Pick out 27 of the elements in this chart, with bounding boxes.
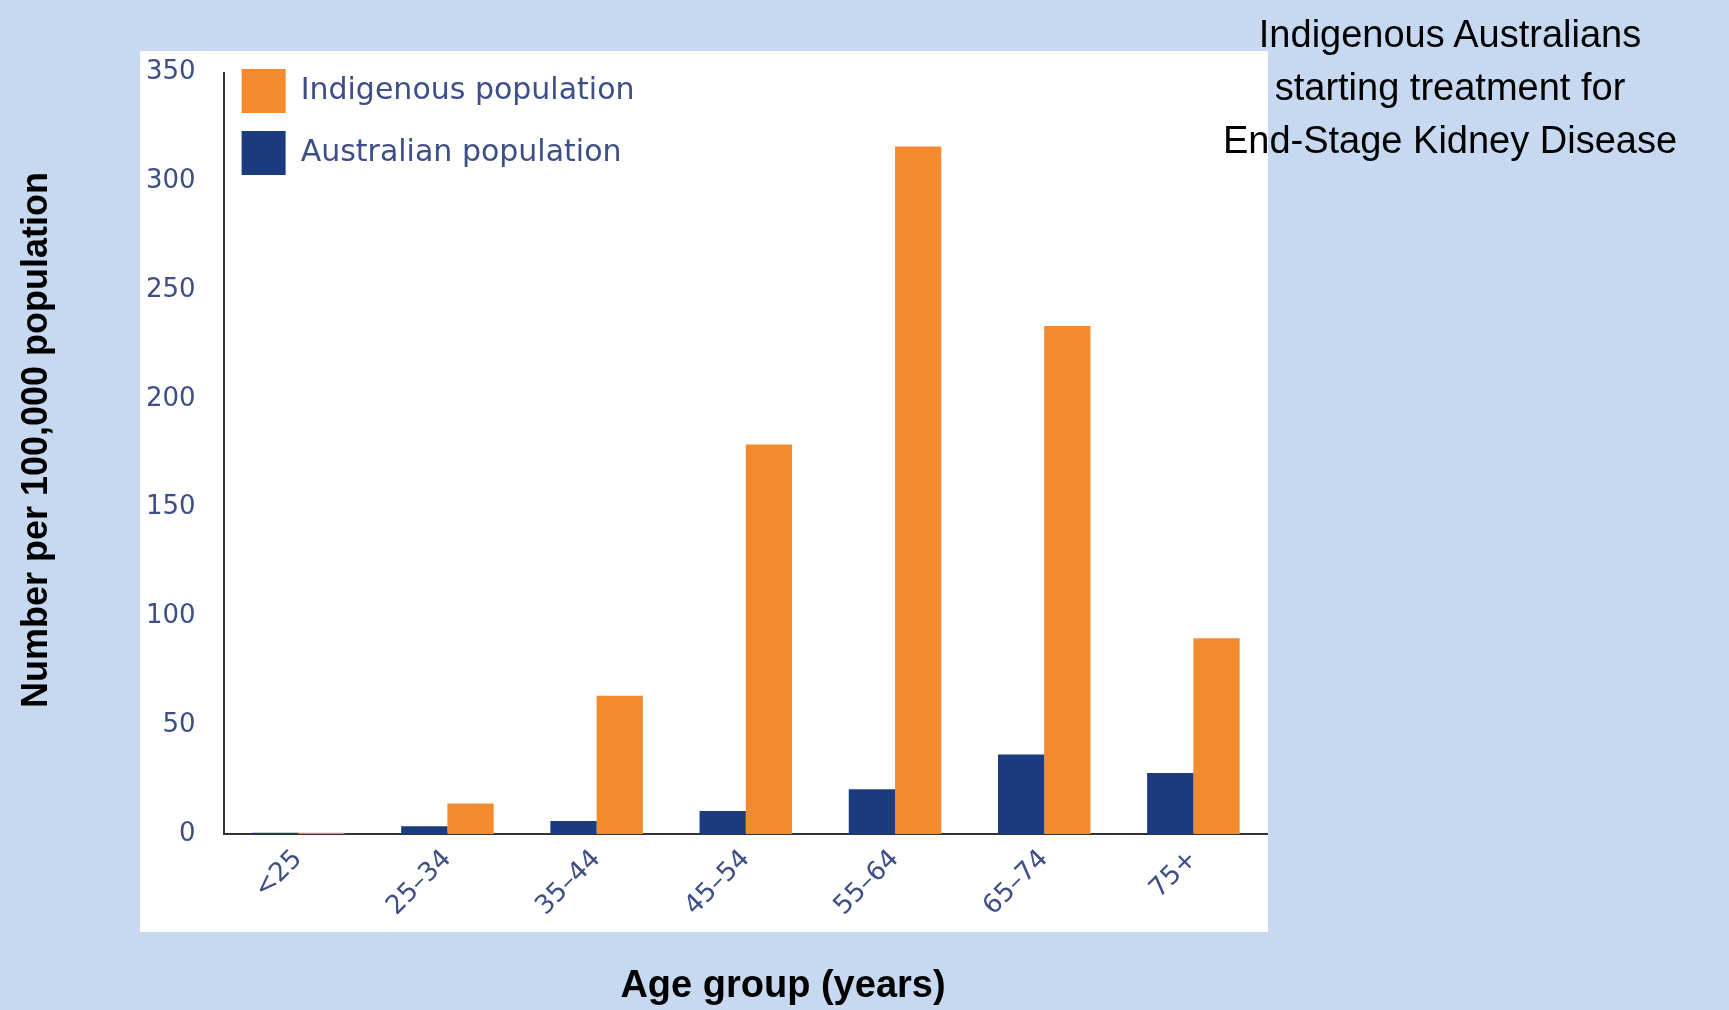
y-tick-label: 350 [145,55,196,86]
legend-label: Australian population [300,132,622,168]
bar [745,444,793,834]
bar [1044,326,1091,834]
text: Indigenous Australians starting treatment for End-Stage Kidney Disease [1221,12,1679,163]
bar [895,146,942,834]
bar [1147,773,1194,834]
bar [447,803,494,834]
x-tick-label: <25 [247,842,308,903]
bar [699,811,746,834]
bar [1193,638,1240,834]
bar [997,754,1045,834]
y-tick-label: 300 [145,164,196,195]
y-tick-label: 150 [145,490,196,521]
y-tick-label: 100 [145,599,196,630]
x-axis-title: Age group (years) [620,962,946,1006]
y-tick-label: 200 [145,381,196,412]
bar [550,820,597,834]
legend-label: Indigenous population [300,70,635,106]
bar [401,826,448,834]
y-tick-label: 0 [179,816,196,847]
y-tick-label: 250 [145,272,196,303]
bar [848,789,896,834]
bar [596,695,643,834]
y-axis-title: Number per 100,000 population [14,171,56,709]
y-tick-label: 50 [162,707,196,738]
x-tick-label: 75+ [1142,842,1203,903]
